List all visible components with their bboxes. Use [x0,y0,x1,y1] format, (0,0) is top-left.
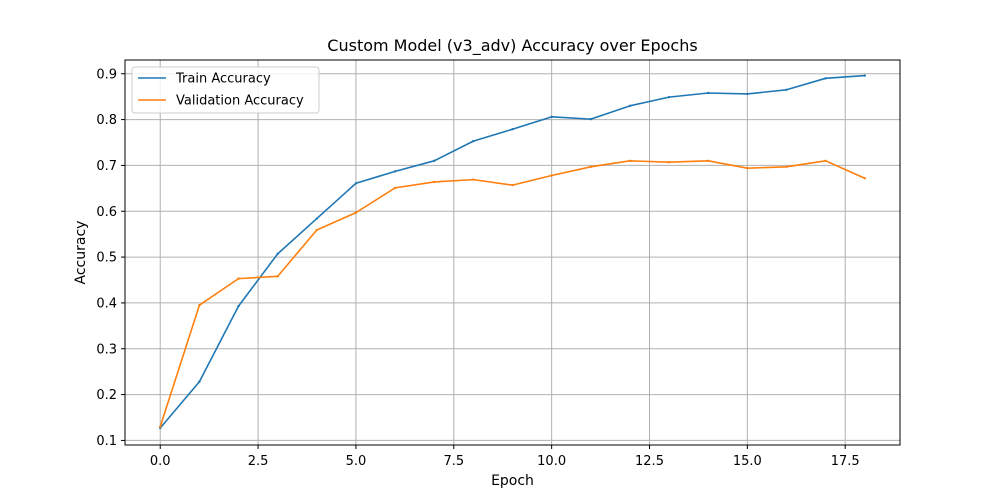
y-tick-label: 0.7 [96,159,117,174]
x-tick-label: 17.5 [831,454,860,469]
data-point-train-accuracy [707,91,710,95]
data-point-validation-accuracy [628,159,632,163]
y-tick-label: 0.3 [96,342,117,357]
data-point-validation-accuracy [237,277,240,280]
data-point-train-accuracy [237,304,240,308]
data-point-validation-accuracy [276,275,279,278]
y-tick-label: 0.2 [96,388,117,403]
data-point-validation-accuracy [433,180,436,184]
y-tick-label: 0.8 [96,113,117,128]
y-tick-label: 0.6 [96,205,117,220]
series-layer [159,74,866,430]
data-point-train-accuracy [589,117,592,121]
legend-box [131,66,320,114]
data-point-train-accuracy [746,92,749,96]
data-point-validation-accuracy [393,186,397,190]
legend: Train Accuracy Validation Accuracy [131,66,320,114]
data-point-train-accuracy [511,128,514,131]
data-point-validation-accuracy [707,159,710,163]
data-point-train-accuracy [472,139,475,143]
data-point-train-accuracy [785,88,788,91]
y-tick-label: 0.5 [96,251,117,266]
data-point-validation-accuracy [511,183,514,187]
series-line-validation-accuracy [159,160,866,427]
data-point-train-accuracy [276,252,279,256]
data-point-train-accuracy [315,217,318,220]
x-tick-label: 2.5 [248,454,269,469]
x-tick-label: 7.5 [443,454,464,469]
y-tick-label: 0.9 [96,67,117,82]
x-axis: 0.0 2.5 5.0 7.5 10.0 12.5 15.0 17.5 [150,445,860,469]
y-tick-label: 0.1 [96,434,117,449]
x-tick-label: 15.0 [733,454,762,469]
data-point-validation-accuracy [785,165,788,168]
legend-label: Validation Accuracy [176,94,304,109]
x-tick-label: 5.0 [346,454,367,469]
data-point-validation-accuracy [472,178,475,181]
grid [125,60,900,445]
data-point-train-accuracy [667,95,671,99]
data-point-validation-accuracy [746,166,749,170]
data-point-validation-accuracy [863,177,866,180]
data-point-train-accuracy [863,74,866,77]
data-point-validation-accuracy [315,228,318,232]
data-point-train-accuracy [433,159,436,163]
y-axis-label: Accuracy [73,221,89,285]
data-point-train-accuracy [628,104,632,108]
data-point-train-accuracy [824,77,827,80]
x-tick-label: 12.5 [635,454,664,469]
x-tick-label: 0.0 [150,454,171,469]
plot-frame [124,59,901,446]
data-point-validation-accuracy [550,174,553,177]
data-point-train-accuracy [198,380,201,383]
data-point-train-accuracy [550,115,553,119]
data-point-train-accuracy [393,170,397,173]
data-point-validation-accuracy [589,165,592,168]
data-point-train-accuracy [354,182,358,185]
data-point-validation-accuracy [824,159,827,163]
y-axis: 0.1 0.2 0.3 0.4 0.5 0.6 0.7 0.8 0.9 [96,67,125,449]
data-point-validation-accuracy [159,425,162,428]
data-point-validation-accuracy [667,161,671,164]
chart-title: Custom Model (v3_adv) Accuracy over Epoc… [327,36,697,56]
y-tick-label: 0.4 [96,296,117,311]
x-axis-label: Epoch [491,473,534,489]
data-point-validation-accuracy [354,211,358,214]
legend-label: Train Accuracy [175,72,271,87]
data-point-validation-accuracy [198,304,201,307]
x-tick-label: 10.0 [537,454,566,469]
